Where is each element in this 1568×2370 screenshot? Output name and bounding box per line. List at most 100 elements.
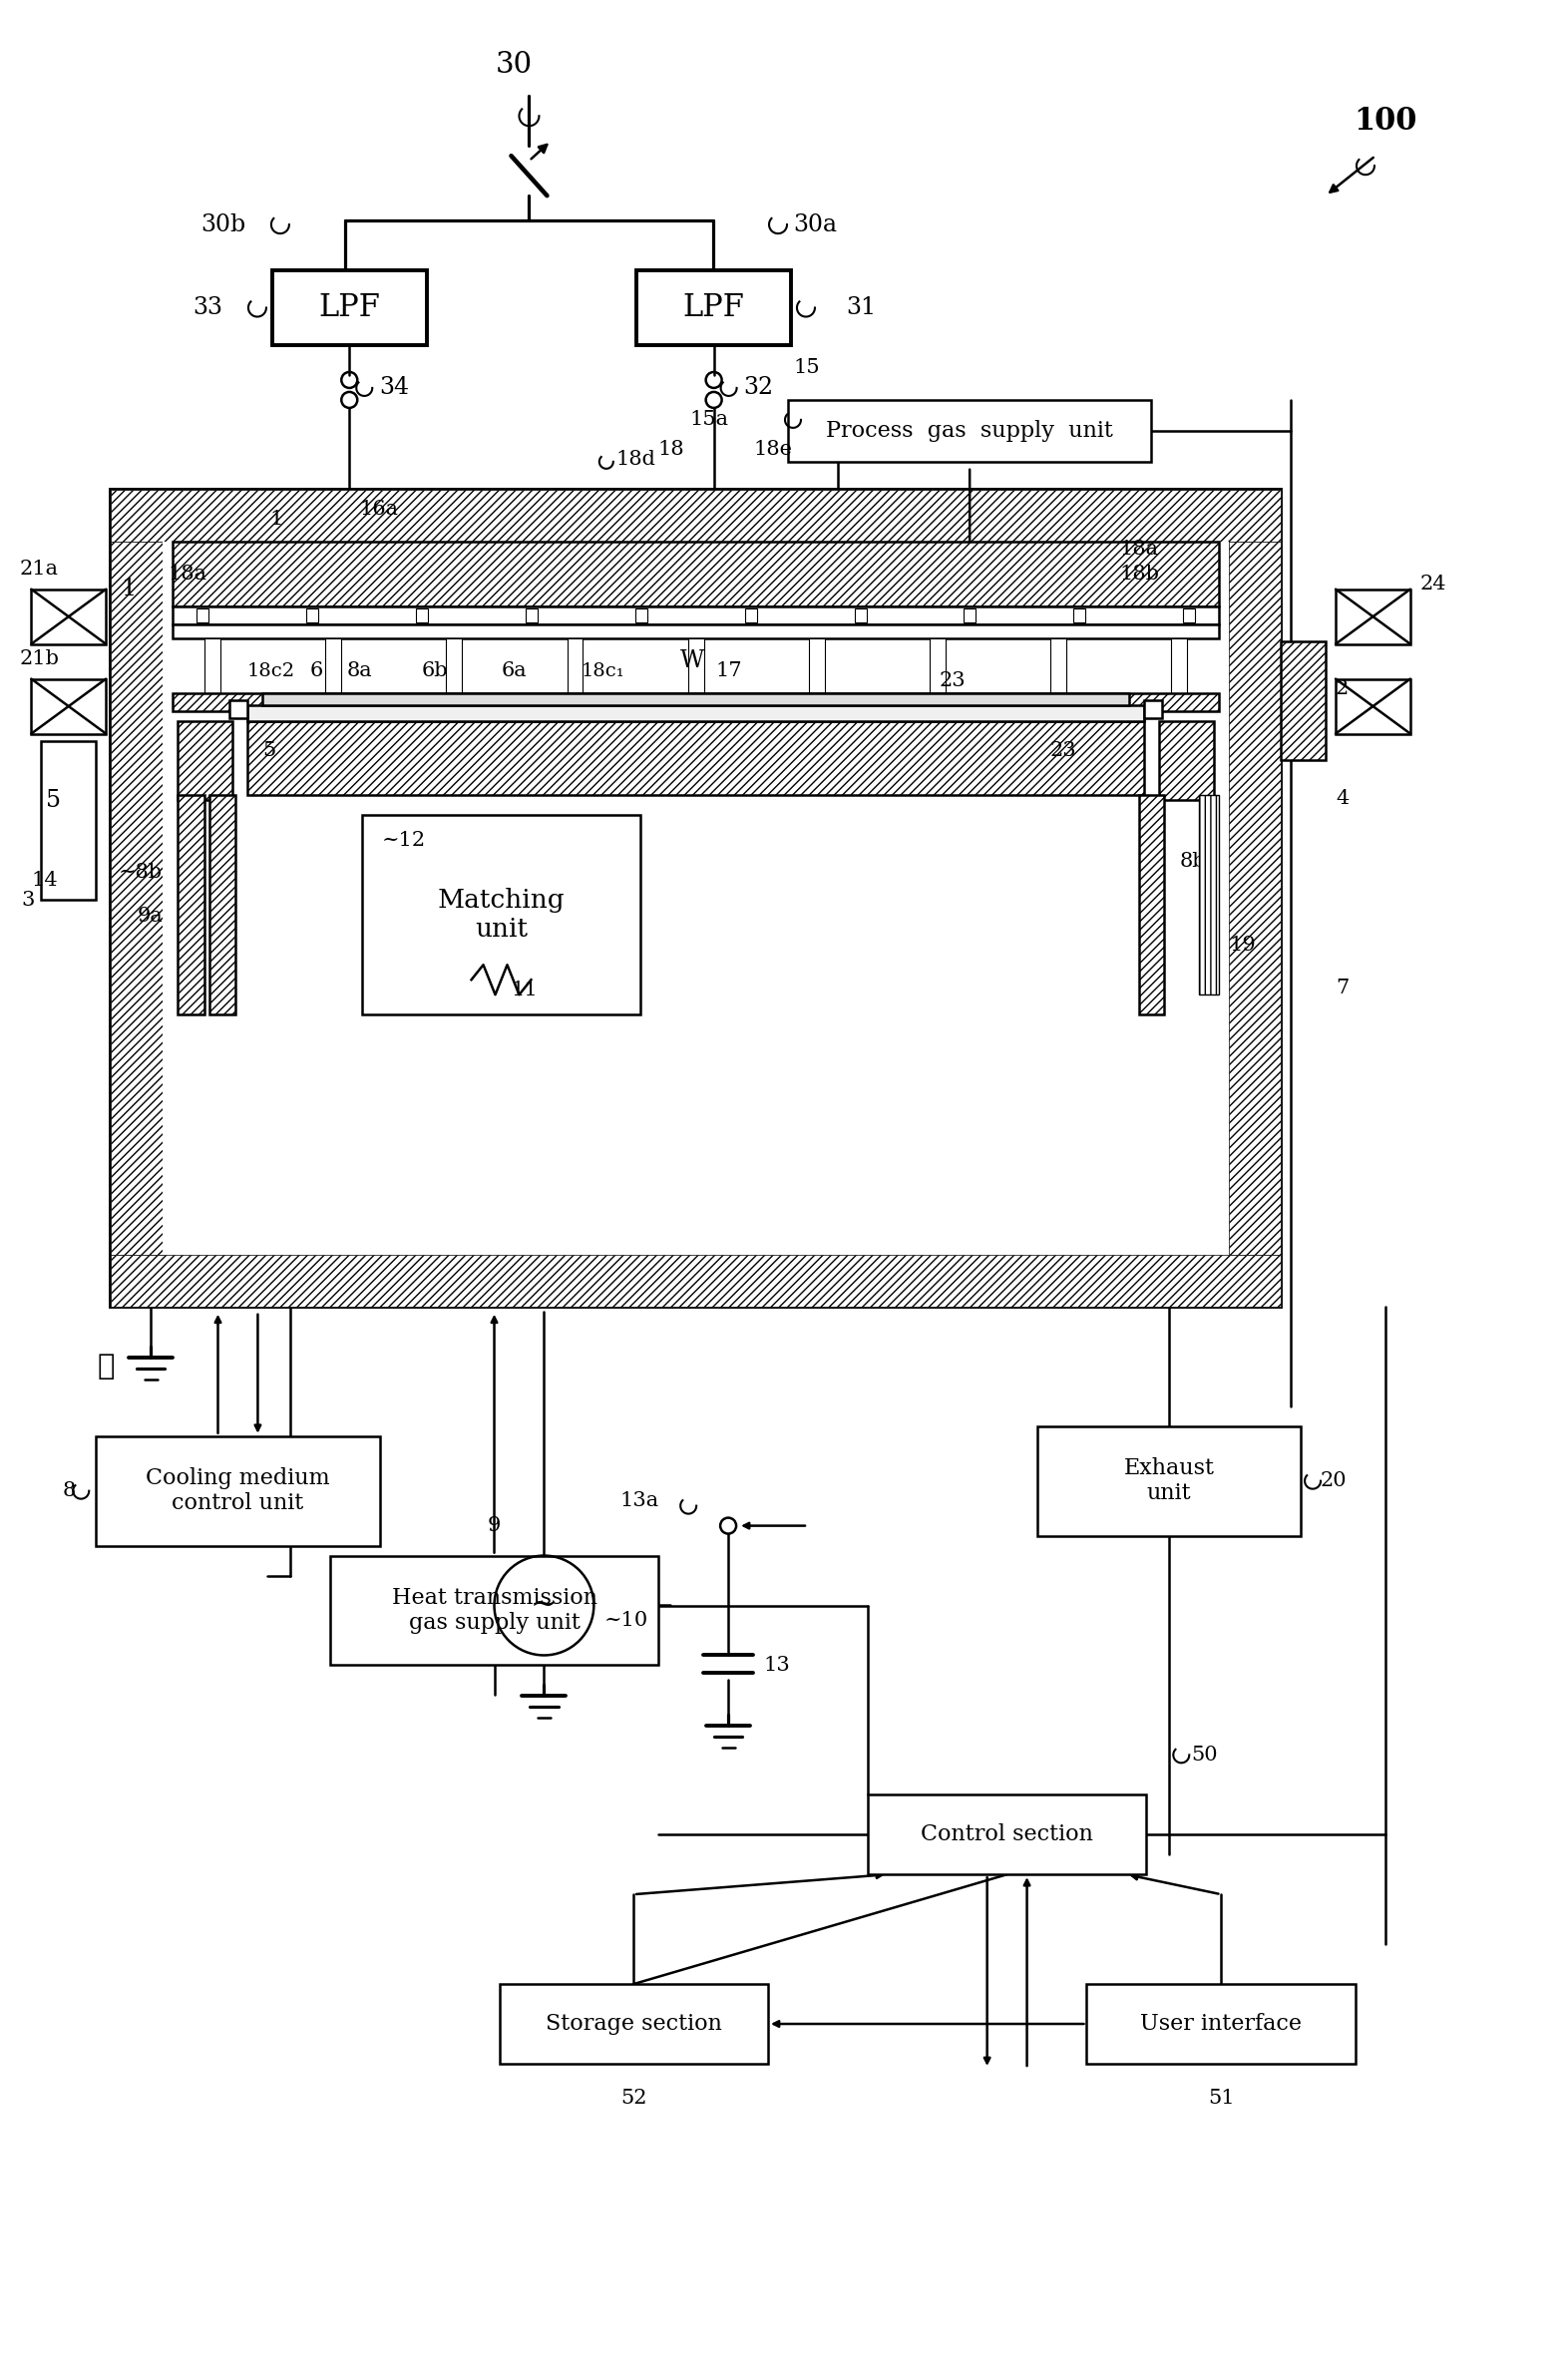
Text: 11: 11 (511, 981, 538, 1000)
Bar (1051, 638, 1066, 692)
Text: 8a: 8a (347, 661, 373, 680)
Bar (204, 638, 221, 692)
Bar (1200, 796, 1218, 995)
Bar (1087, 1984, 1355, 2064)
Text: 23: 23 (1051, 742, 1076, 761)
Bar (499, 1984, 768, 2064)
Bar (111, 540, 163, 1254)
Text: 100: 100 (1353, 107, 1417, 137)
Text: 18c2: 18c2 (248, 661, 295, 680)
Bar (867, 1794, 1146, 1875)
Text: 18b: 18b (1120, 564, 1159, 583)
Text: 7: 7 (1336, 979, 1348, 998)
Text: ~8b: ~8b (119, 863, 163, 882)
Text: 4: 4 (1336, 789, 1348, 808)
Bar (31, 678, 107, 735)
Bar (329, 1555, 659, 1666)
Bar (96, 1436, 379, 1545)
Text: 5: 5 (45, 789, 61, 813)
Bar (273, 270, 426, 346)
Text: 6a: 6a (502, 661, 527, 680)
Text: 18a: 18a (1120, 540, 1159, 559)
Text: 15a: 15a (690, 410, 728, 429)
Text: Matching
unit: Matching unit (437, 889, 564, 941)
Bar (1281, 640, 1325, 761)
Bar (172, 540, 1218, 607)
Text: LPF: LPF (684, 292, 745, 322)
Text: 31: 31 (845, 296, 877, 320)
Text: 20: 20 (1320, 1472, 1347, 1491)
Bar (1074, 609, 1085, 621)
Text: 30b: 30b (201, 213, 245, 237)
Text: 30: 30 (495, 52, 533, 78)
Text: 8b: 8b (1179, 851, 1206, 870)
Text: 1: 1 (121, 578, 136, 600)
Text: 18a: 18a (168, 564, 207, 583)
Text: Control section: Control section (920, 1823, 1093, 1846)
Bar (1229, 540, 1281, 1254)
Text: 18c₁: 18c₁ (580, 661, 624, 680)
Text: 19: 19 (1229, 936, 1256, 955)
Text: 13: 13 (764, 1657, 790, 1676)
Text: LPF: LPF (318, 292, 379, 322)
Text: 18: 18 (657, 441, 684, 460)
Text: User interface: User interface (1140, 2012, 1301, 2036)
Bar (1145, 699, 1162, 718)
Text: 6b: 6b (422, 661, 448, 680)
Text: ~: ~ (530, 1590, 558, 1621)
Bar (635, 609, 648, 621)
Bar (362, 815, 641, 1014)
Bar (31, 590, 107, 645)
Text: 23: 23 (939, 671, 966, 690)
Bar (1336, 678, 1410, 735)
Text: 13a: 13a (619, 1491, 659, 1510)
Bar (1159, 720, 1214, 801)
Text: W: W (681, 649, 704, 673)
Text: 24: 24 (1421, 576, 1447, 595)
Bar (416, 609, 428, 621)
Text: 17: 17 (715, 661, 742, 680)
Text: 32: 32 (743, 377, 773, 401)
Bar (855, 609, 866, 621)
Text: 52: 52 (621, 2088, 648, 2107)
Text: 9: 9 (488, 1517, 500, 1536)
Text: Heat transmission
gas supply unit: Heat transmission gas supply unit (392, 1588, 597, 1633)
Bar (447, 638, 463, 692)
Text: Exhaust
unit: Exhaust unit (1123, 1458, 1214, 1505)
Bar (1140, 796, 1165, 1014)
Bar (637, 270, 790, 346)
Text: 6: 6 (310, 661, 323, 680)
Text: 14: 14 (31, 870, 58, 889)
Bar (172, 692, 1218, 711)
Text: 50: 50 (1192, 1744, 1218, 1763)
Text: 21a: 21a (19, 559, 58, 578)
Bar (1184, 609, 1195, 621)
Text: 33: 33 (193, 296, 223, 320)
Bar (163, 540, 1229, 1254)
Bar (525, 609, 538, 621)
Bar (964, 609, 975, 621)
Text: 2: 2 (1336, 680, 1348, 699)
Bar (229, 699, 248, 718)
Bar (1336, 590, 1410, 645)
Text: 8: 8 (63, 1481, 77, 1500)
Text: 21b: 21b (19, 649, 60, 668)
Bar (111, 491, 1281, 540)
Text: 18e: 18e (754, 441, 792, 460)
Text: 16a: 16a (359, 500, 398, 519)
Text: 30a: 30a (793, 213, 837, 237)
Text: 51: 51 (1207, 2088, 1234, 2107)
Bar (688, 638, 704, 692)
Text: Process  gas  supply  unit: Process gas supply unit (826, 419, 1113, 441)
Text: Cooling medium
control unit: Cooling medium control unit (146, 1467, 329, 1514)
Text: ~10: ~10 (604, 1612, 648, 1631)
Bar (172, 607, 1218, 623)
Bar (177, 796, 204, 1014)
Bar (41, 742, 96, 901)
Bar (177, 720, 232, 801)
Bar (111, 1254, 1281, 1306)
Bar (1036, 1427, 1301, 1536)
Bar (209, 796, 235, 1014)
Text: 34: 34 (379, 377, 409, 401)
Bar (789, 401, 1151, 462)
